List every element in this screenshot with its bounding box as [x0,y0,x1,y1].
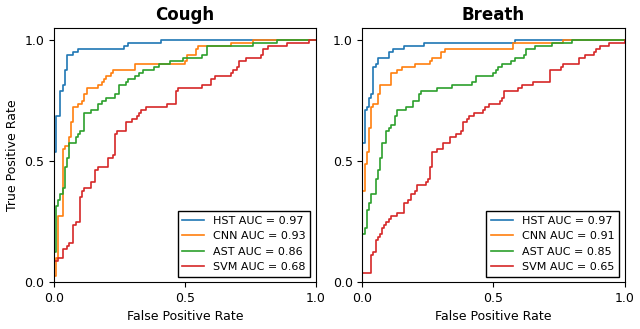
CNN AUC = 0.93 [312,38,320,42]
CNN AUC = 0.91 [559,38,567,42]
HST AUC = 0.97 [404,44,412,48]
AST AUC = 0.85 [435,87,443,90]
CNN AUC = 0.93 [249,38,257,42]
HST AUC = 0.97 [361,129,369,133]
HST AUC = 0.97 [417,44,425,48]
AST AUC = 0.86 [312,38,320,42]
CNN AUC = 0.91 [358,280,366,284]
SVM AUC = 0.65 [621,38,628,42]
AST AUC = 0.86 [273,38,280,42]
SVM AUC = 0.68 [251,56,259,60]
AST AUC = 0.85 [548,41,556,45]
SVM AUC = 0.65 [494,102,502,106]
SVM AUC = 0.65 [459,120,467,124]
AST AUC = 0.86 [157,62,164,66]
SVM AUC = 0.65 [614,41,622,45]
SVM AUC = 0.68 [141,108,149,112]
CNN AUC = 0.91 [548,41,556,45]
CNN AUC = 0.91 [417,62,425,66]
Line: SVM AUC = 0.65: SVM AUC = 0.65 [362,40,625,282]
HST AUC = 0.97 [511,38,519,42]
HST AUC = 0.97 [451,41,458,45]
AST AUC = 0.86 [305,38,313,42]
SVM AUC = 0.68 [312,38,320,42]
AST AUC = 0.86 [65,147,73,151]
Legend: HST AUC = 0.97, CNN AUC = 0.91, AST AUC = 0.85, SVM AUC = 0.65: HST AUC = 0.97, CNN AUC = 0.91, AST AUC … [486,211,619,277]
HST AUC = 0.97 [141,41,149,45]
SVM AUC = 0.65 [406,192,414,196]
Line: SVM AUC = 0.68: SVM AUC = 0.68 [54,40,316,282]
Title: Cough: Cough [156,6,214,24]
HST AUC = 0.97 [312,38,320,42]
Line: HST AUC = 0.97: HST AUC = 0.97 [54,40,316,282]
CNN AUC = 0.93 [50,280,58,284]
CNN AUC = 0.91 [365,135,373,139]
SVM AUC = 0.68 [305,41,313,45]
SVM AUC = 0.68 [50,280,58,284]
HST AUC = 0.97 [621,38,628,42]
Line: AST AUC = 0.86: AST AUC = 0.86 [54,40,316,282]
CNN AUC = 0.91 [429,59,436,63]
SVM AUC = 0.65 [564,62,572,66]
SVM AUC = 0.68 [152,105,160,109]
SVM AUC = 0.68 [90,180,97,184]
HST AUC = 0.97 [157,38,164,42]
AST AUC = 0.86 [131,74,138,78]
HST AUC = 0.97 [614,38,622,42]
HST AUC = 0.97 [52,129,60,133]
Line: CNN AUC = 0.93: CNN AUC = 0.93 [54,40,316,282]
CNN AUC = 0.93 [157,62,164,66]
SVM AUC = 0.65 [621,38,628,42]
AST AUC = 0.86 [242,44,250,48]
X-axis label: False Positive Rate: False Positive Rate [127,311,243,323]
AST AUC = 0.85 [474,74,482,78]
AST AUC = 0.86 [50,280,58,284]
AST AUC = 0.85 [568,38,576,42]
HST AUC = 0.97 [111,47,119,51]
Legend: HST AUC = 0.97, CNN AUC = 0.93, AST AUC = 0.86, SVM AUC = 0.68: HST AUC = 0.97, CNN AUC = 0.93, AST AUC … [178,211,310,277]
CNN AUC = 0.93 [63,144,71,148]
Title: Breath: Breath [462,6,525,24]
AST AUC = 0.86 [122,80,130,84]
CNN AUC = 0.93 [305,38,313,42]
HST AUC = 0.97 [240,38,248,42]
CNN AUC = 0.91 [621,38,628,42]
AST AUC = 0.85 [358,280,366,284]
CNN AUC = 0.93 [113,68,121,72]
SVM AUC = 0.65 [358,280,366,284]
Line: HST AUC = 0.97: HST AUC = 0.97 [362,40,625,282]
HST AUC = 0.97 [305,38,313,42]
Line: AST AUC = 0.85: AST AUC = 0.85 [362,40,625,282]
HST AUC = 0.97 [358,280,366,284]
HST AUC = 0.97 [50,280,58,284]
SVM AUC = 0.65 [468,114,476,118]
CNN AUC = 0.91 [454,47,462,51]
SVM AUC = 0.68 [175,87,182,90]
AST AUC = 0.85 [378,153,386,157]
Y-axis label: True Positive Rate: True Positive Rate [6,99,19,211]
Line: CNN AUC = 0.91: CNN AUC = 0.91 [362,40,625,282]
HST AUC = 0.97 [98,47,106,51]
CNN AUC = 0.93 [127,68,134,72]
CNN AUC = 0.91 [614,38,622,42]
AST AUC = 0.85 [448,87,456,90]
SVM AUC = 0.68 [305,38,313,42]
AST AUC = 0.85 [621,38,628,42]
X-axis label: False Positive Rate: False Positive Rate [435,311,552,323]
CNN AUC = 0.93 [240,41,248,45]
HST AUC = 0.97 [548,38,556,42]
AST AUC = 0.85 [614,38,622,42]
